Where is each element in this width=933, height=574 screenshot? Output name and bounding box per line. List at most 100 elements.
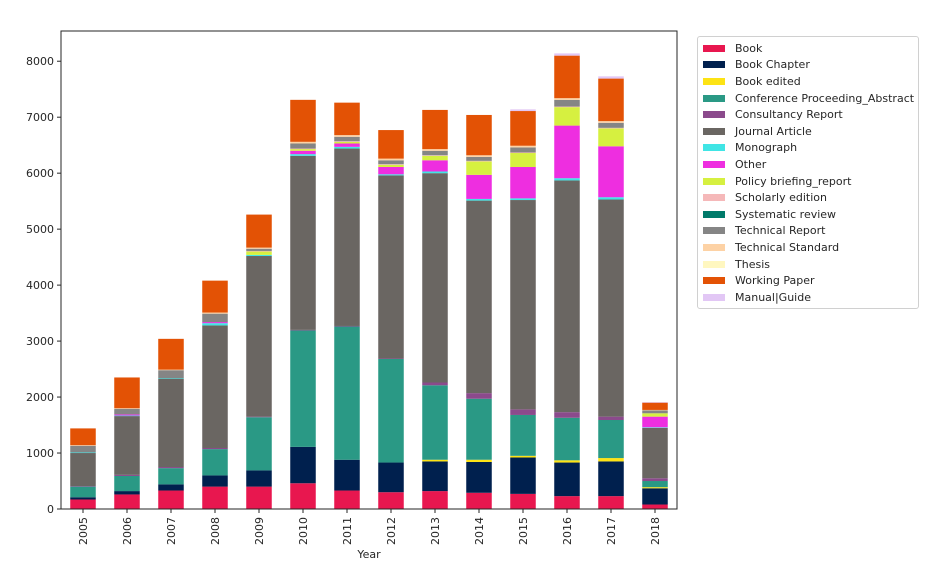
x-tick-label: 2018 — [649, 517, 662, 545]
bar-segment-2012-technical-report — [378, 160, 404, 165]
legend-item: Technical Standard — [698, 239, 918, 256]
bar-segment-2007-book-chapter — [158, 484, 184, 491]
bar-segment-2013-consultancy-report — [422, 382, 448, 386]
bar-segment-2012-policy-briefing-report — [378, 164, 404, 168]
bars-group — [70, 53, 668, 509]
x-tick-label: 2012 — [385, 517, 398, 545]
bar-segment-2007-working-paper — [158, 338, 184, 370]
legend-item: Working Paper — [698, 272, 918, 289]
legend-swatch — [703, 61, 725, 69]
legend-swatch — [703, 177, 725, 185]
bar-segment-2011-book-chapter — [334, 459, 360, 491]
x-tick-label: 2005 — [77, 517, 90, 545]
bar-segment-2007-technical-standard — [158, 369, 184, 371]
bar-segment-2014-working-paper — [466, 114, 492, 156]
bar-segment-2011-journal-article — [334, 148, 360, 326]
bar-segment-2012-book — [378, 492, 404, 509]
legend-swatch — [703, 77, 725, 85]
bar-segment-2015-scholarly-edition — [510, 152, 536, 154]
bar-segment-2006-technical-standard — [114, 408, 140, 409]
bar-segment-2006-working-paper — [114, 377, 140, 409]
bar-segment-2011-working-paper — [334, 102, 360, 136]
bar-segment-2013-technical-report — [422, 150, 448, 156]
bar-segment-2018-monograph — [642, 427, 668, 428]
bar-segment-2015-book-chapter — [510, 457, 536, 494]
legend-swatch — [703, 144, 725, 152]
bar-segment-2017-technical-standard — [598, 121, 624, 123]
bar-segment-2008-consultancy-report — [202, 447, 228, 450]
bar-segment-2008-other — [202, 322, 228, 324]
bar-segment-2015-working-paper — [510, 111, 536, 146]
bar-segment-2018-conference-proceeding-abstract — [642, 481, 668, 488]
bar-segment-2017-other — [598, 146, 624, 198]
bar-segment-2013-book — [422, 491, 448, 509]
bar-segment-2012-book-chapter — [378, 462, 404, 493]
bar-segment-2014-technical-standard — [466, 155, 492, 157]
legend-label: Consultancy Report — [735, 108, 843, 122]
bar-segment-2008-book-chapter — [202, 475, 228, 487]
bar-segment-2013-working-paper — [422, 109, 448, 150]
bar-segment-2007-journal-article — [158, 378, 184, 468]
bar-segment-2008-technical-standard — [202, 312, 228, 314]
bar-segment-2009-conference-proceeding-abstract — [246, 417, 272, 471]
bar-segment-2005-monograph — [70, 452, 96, 454]
bar-segment-2015-manual-guide — [510, 109, 536, 112]
bar-segment-2013-book-chapter — [422, 461, 448, 492]
bar-segment-2013-journal-article — [422, 173, 448, 383]
bar-segment-2009-book — [246, 486, 272, 509]
legend-swatch — [703, 194, 725, 202]
bar-segment-2009-monograph — [246, 254, 272, 257]
bar-segment-2015-consultancy-report — [510, 409, 536, 415]
bar-segment-2017-monograph — [598, 197, 624, 200]
bar-segment-2012-monograph — [378, 174, 404, 176]
bar-segment-2005-conference-proceeding-abstract — [70, 486, 96, 498]
bar-segment-2018-journal-article — [642, 427, 668, 479]
bar-segment-2005-book-chapter — [70, 497, 96, 500]
bar-segment-2017-technical-report — [598, 122, 624, 128]
bar-segment-2016-technical-report — [554, 99, 580, 107]
bar-segment-2006-book-chapter — [114, 491, 140, 495]
bar-segment-2013-scholarly-edition — [422, 155, 448, 156]
bar-segment-2011-scholarly-edition — [334, 141, 360, 142]
bar-segment-2012-journal-article — [378, 175, 404, 359]
bar-segment-2016-book — [554, 496, 580, 509]
legend-swatch — [703, 127, 725, 135]
legend-swatch — [703, 293, 725, 301]
x-tick-label: 2009 — [253, 517, 266, 545]
bar-segment-2015-book — [510, 493, 536, 509]
bar-segment-2016-conference-proceeding-abstract — [554, 417, 580, 461]
legend-item: Consultancy Report — [698, 106, 918, 123]
bar-segment-2016-book-chapter — [554, 462, 580, 497]
legend-swatch — [703, 44, 725, 52]
bar-segment-2010-journal-article — [290, 155, 316, 330]
bar-segment-2007-technical-report — [158, 370, 184, 379]
bar-segment-2016-journal-article — [554, 180, 580, 413]
bar-segment-2011-technical-report — [334, 136, 360, 142]
legend-label: Monograph — [735, 141, 798, 155]
legend-label: Journal Article — [735, 124, 812, 138]
bar-segment-2011-consultancy-report — [334, 325, 360, 327]
y-tick-label: 1000 — [26, 447, 54, 460]
bar-segment-2008-working-paper — [202, 280, 228, 313]
bar-segment-2018-book-edited — [642, 487, 668, 489]
bar-segment-2017-scholarly-edition — [598, 127, 624, 129]
legend-swatch — [703, 243, 725, 251]
bar-segment-2009-consultancy-report — [246, 416, 272, 418]
bar-segment-2017-policy-briefing-report — [598, 128, 624, 147]
bar-segment-2011-conference-proceeding-abstract — [334, 326, 360, 460]
y-tick-label: 5000 — [26, 223, 54, 236]
y-tick-label: 2000 — [26, 391, 54, 404]
legend: Book Book Chapter Book edited Conference Pr… — [697, 36, 919, 309]
bar-segment-2017-book-chapter — [598, 461, 624, 497]
bar-segment-2009-journal-article — [246, 256, 272, 417]
bar-segment-2009-technical-standard — [246, 247, 272, 249]
bar-segment-2005-consultancy-report — [70, 486, 96, 487]
legend-item: Systematic review — [698, 206, 918, 223]
bar-segment-2018-manual-guide — [642, 402, 668, 403]
bar-segment-2012-scholarly-edition — [378, 164, 404, 165]
bar-segment-2008-book — [202, 486, 228, 509]
bar-segment-2015-technical-report — [510, 147, 536, 153]
bar-segment-2007-consultancy-report — [158, 467, 184, 469]
bar-segment-2018-book — [642, 504, 668, 509]
